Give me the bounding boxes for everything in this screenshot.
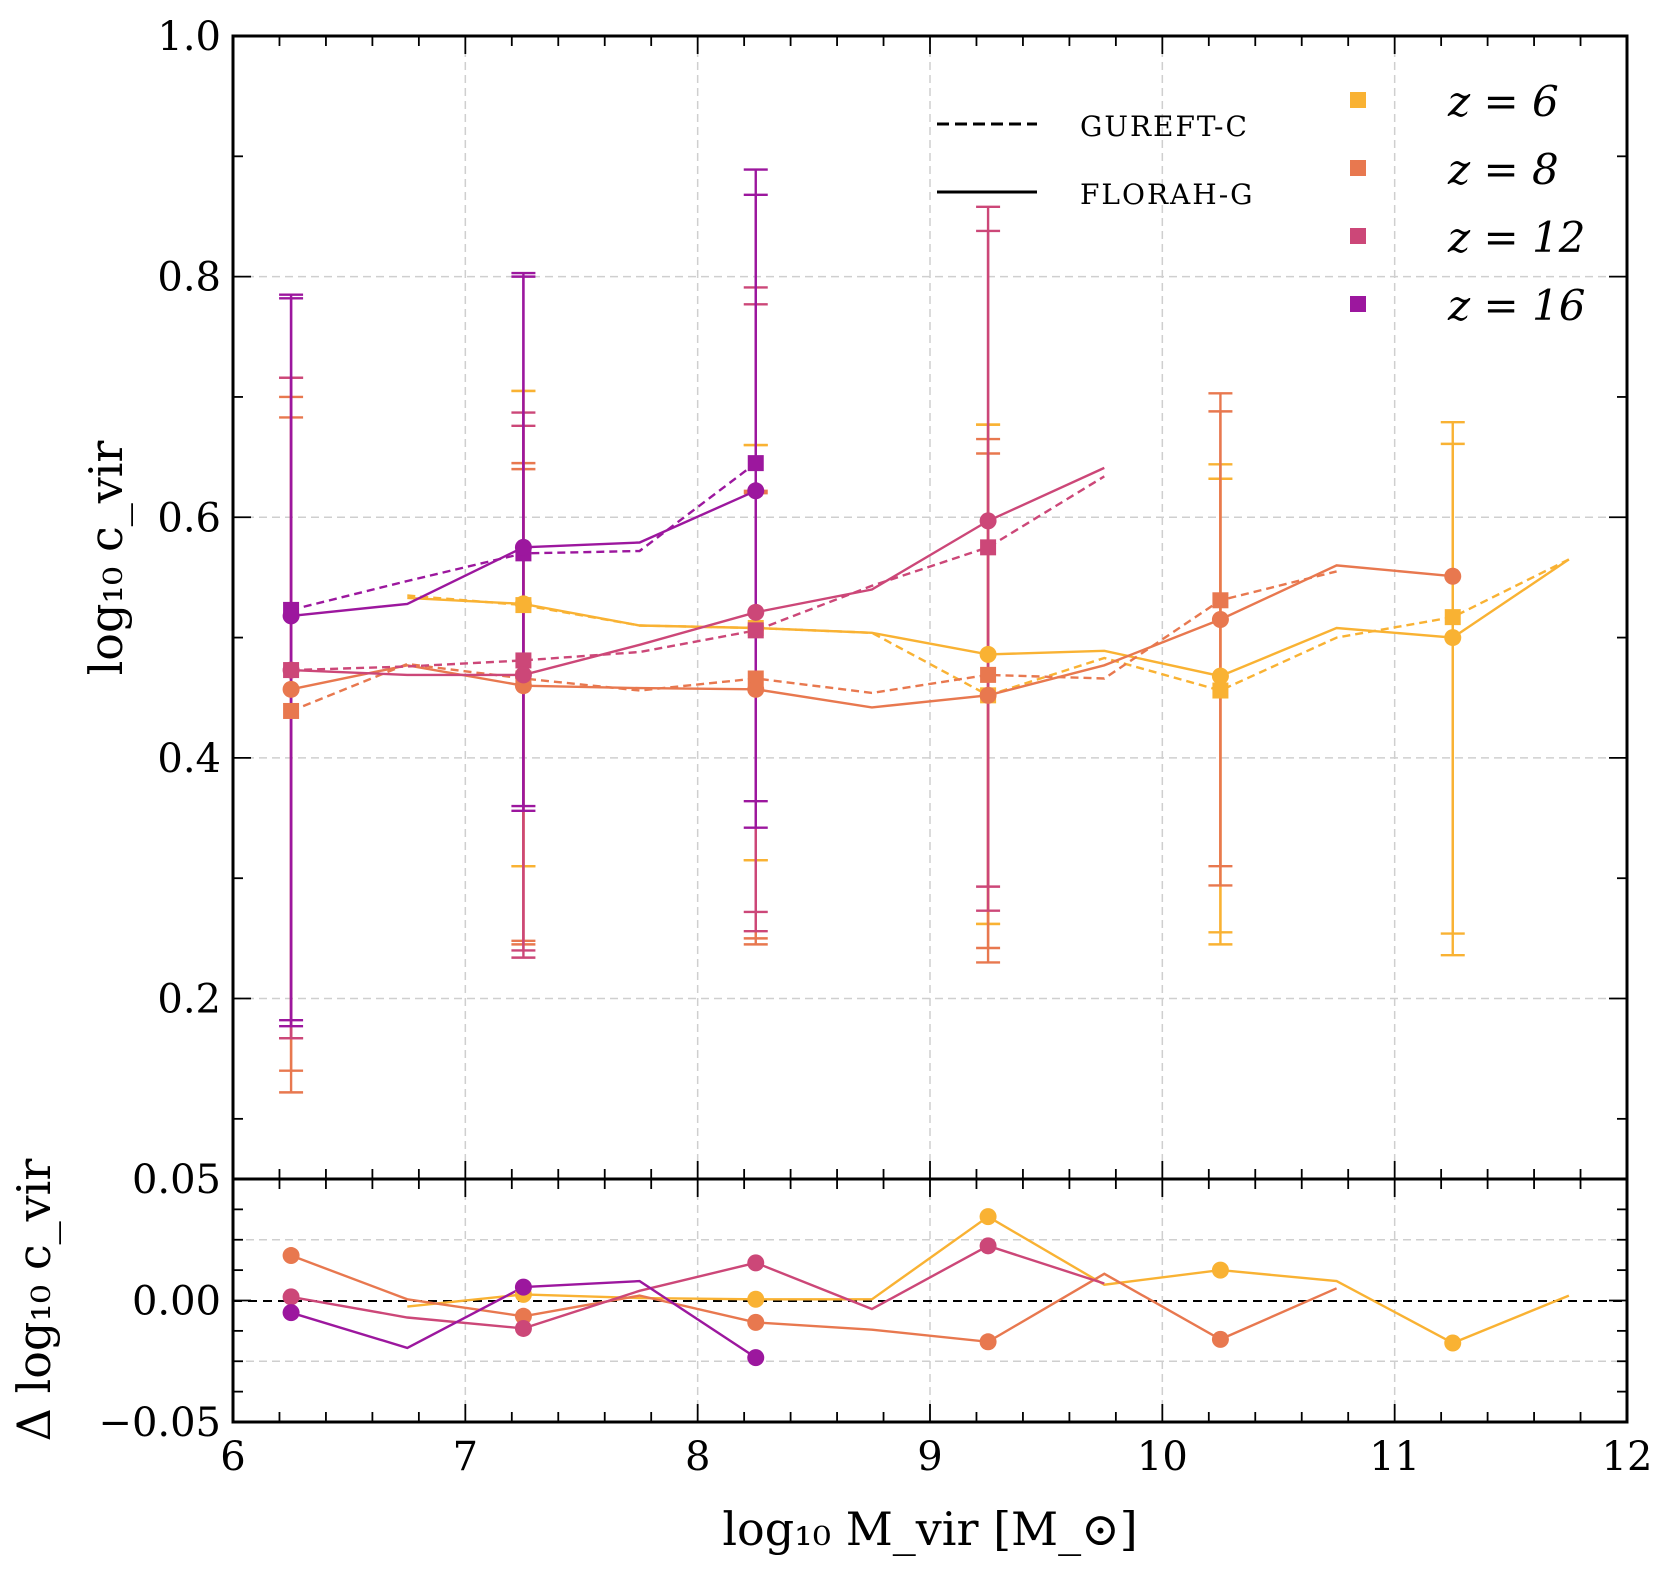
legend-florah-label: FLORAH-G	[1080, 178, 1255, 211]
main-markers	[282, 455, 1462, 719]
legend-series-z8-label: z = 8	[1447, 145, 1559, 194]
series-z8-florah-marker	[282, 680, 300, 698]
series-z12-gureft-marker	[515, 652, 532, 669]
residual-ylabel-text: Δ log₁₀ c_vir	[7, 1159, 61, 1442]
series-z16-florah-marker	[282, 607, 300, 625]
series-z8-florah-marker	[979, 686, 997, 704]
residual-z12-marker	[282, 1288, 300, 1306]
series-z6-gureft-marker	[1212, 682, 1229, 699]
legend-redshift-entries: z = 6 z = 8 z = 12 z = 16	[1350, 77, 1585, 330]
residual-markers	[282, 1208, 1462, 1367]
residual-z12-line	[290, 1244, 1105, 1330]
residual-ytick-label: 0.05	[132, 1157, 221, 1203]
series-z12-florah-line	[291, 466, 1105, 677]
residual-z8-line	[290, 1254, 1338, 1344]
residual-z6-marker	[1211, 1261, 1229, 1279]
legend-series-z12-label: z = 12	[1447, 213, 1585, 262]
residual-z8-marker	[747, 1313, 765, 1331]
legend-series-z6-label: z = 6	[1447, 77, 1559, 126]
main-ytick-label: 0.4	[157, 736, 221, 782]
legend-series-z6-marker	[1350, 92, 1366, 108]
series-z16-florah-marker	[747, 482, 765, 500]
main-ylabel: log₁₀ c_vir	[79, 441, 133, 676]
main-ytick-label: 0.6	[157, 495, 221, 541]
residual-ytick-labels: −0.05 0.00 0.05	[98, 1157, 221, 1446]
main-ytick-label: 1.0	[157, 14, 221, 60]
xtick-label: 9	[917, 1434, 942, 1480]
series-z8-florah-marker	[1211, 611, 1229, 629]
xtick-label: 6	[220, 1434, 245, 1480]
main-ytick-label: 0.2	[157, 977, 221, 1023]
residual-frame	[231, 1177, 1629, 1424]
series-z12-gureft-line	[291, 475, 1105, 672]
residual-z6-marker	[1444, 1334, 1462, 1352]
residual-ylabel: Δ log₁₀ c_vir	[7, 1159, 61, 1442]
series-z6-florah-marker	[514, 595, 532, 613]
main-ylabel-text: log₁₀ c_vir	[79, 441, 133, 676]
series-z12-florah-marker	[514, 666, 532, 684]
series-z8-gureft-marker	[980, 666, 997, 683]
residual-z12-marker	[979, 1237, 997, 1255]
residual-z16-marker	[282, 1304, 300, 1322]
series-z12-florah-marker	[282, 661, 300, 679]
legend-series-z16-label: z = 16	[1447, 281, 1585, 330]
residual-z12-marker	[747, 1254, 765, 1272]
xtick-label: 8	[685, 1434, 710, 1480]
xtick-labels: 6 7 8 9 10 11 12	[220, 1434, 1652, 1480]
residual-z12-marker	[514, 1319, 532, 1337]
residual-z8-marker	[514, 1307, 532, 1325]
xtick-label: 11	[1369, 1434, 1420, 1480]
residual-z8-marker	[979, 1333, 997, 1351]
legend-series-z16-marker	[1350, 296, 1366, 312]
legend-series-z8-marker	[1350, 160, 1366, 176]
series-z8-florah-marker	[1444, 567, 1462, 585]
series-z12-gureft-marker	[980, 539, 997, 556]
main-ytick-labels: 0.2 0.4 0.6 0.8 1.0	[157, 14, 221, 1023]
series-z8-florah-line	[290, 564, 1453, 709]
residual-ytick-label: −0.05	[98, 1400, 221, 1446]
main-ytick-label: 0.8	[157, 255, 221, 301]
series-z8-gureft-line	[290, 570, 1337, 713]
series-z16-gureft-marker	[747, 455, 764, 472]
residual-ytick-label: 0.00	[132, 1279, 221, 1325]
residual-panel: −0.05 0.00 0.05 6 7 8 9 10 11 12	[98, 1157, 1652, 1480]
series-z12-florah-marker	[747, 603, 765, 621]
residual-z6-marker	[747, 1290, 765, 1308]
residual-z8-marker	[282, 1247, 300, 1265]
residual-z8-marker	[1211, 1330, 1229, 1348]
series-z12-florah-marker	[979, 512, 997, 530]
xlabel: log₁₀ M_vir [M_⊙]	[722, 1502, 1137, 1556]
main-panel: 0.2 0.4 0.6 0.8 1.0	[157, 14, 1629, 1181]
series-z12-gureft-marker	[747, 622, 764, 639]
legend-series-z12-marker	[1350, 228, 1366, 244]
series-z8-gureft-marker	[1212, 592, 1229, 609]
main-grid	[233, 36, 1627, 1179]
residual-z16-marker	[747, 1349, 765, 1367]
series-z6-gureft-marker	[1444, 609, 1461, 626]
series-z16-florah-marker	[514, 538, 532, 556]
residual-z16-marker	[514, 1278, 532, 1296]
series-z8-gureft-marker	[283, 702, 300, 719]
legend-gureft-label: GUREFT-C	[1080, 110, 1249, 143]
legend: GUREFT-C FLORAH-G z = 6 z = 8 z = 12 z = 16	[937, 77, 1585, 330]
xtick-label: 7	[453, 1434, 478, 1480]
residual-z6-marker	[979, 1208, 997, 1226]
xlabel-text: log₁₀ M_vir [M_⊙]	[722, 1502, 1137, 1556]
series-z6-florah-marker	[979, 645, 997, 663]
xtick-label: 12	[1602, 1434, 1653, 1480]
series-z6-florah-marker	[1211, 667, 1229, 685]
series-z6-florah-marker	[1444, 629, 1462, 647]
series-z8-florah-marker	[747, 680, 765, 698]
xtick-label: 10	[1137, 1434, 1188, 1480]
